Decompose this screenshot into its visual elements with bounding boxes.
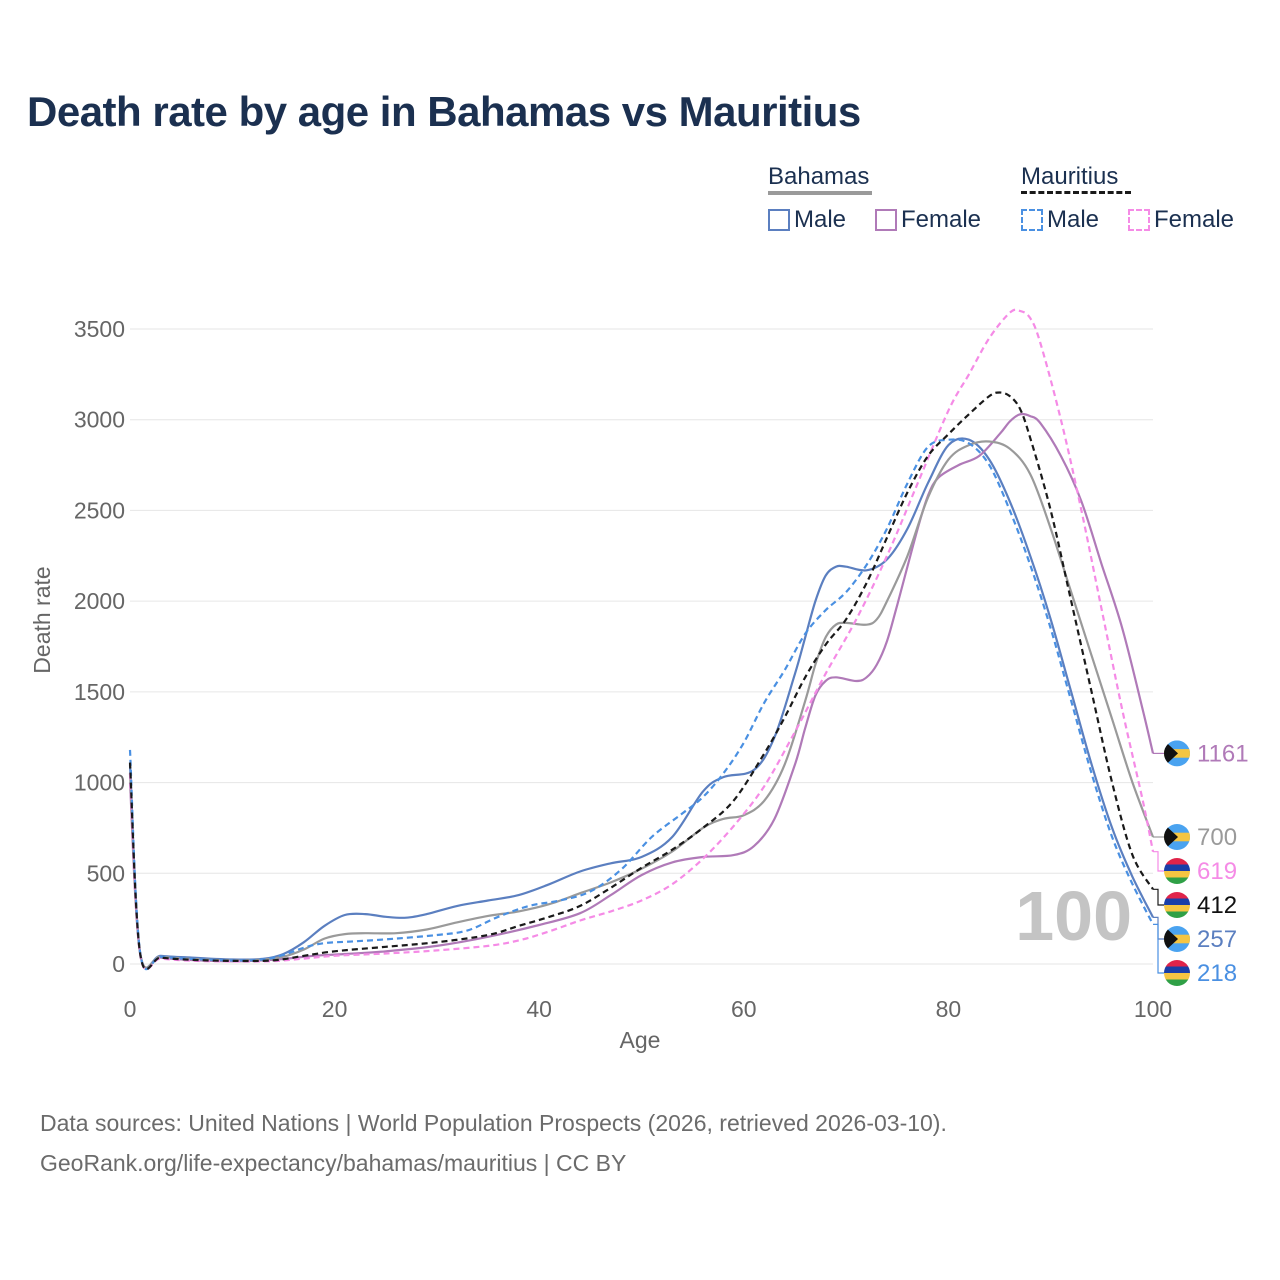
series-line-mauritius-male[interactable] — [128, 438, 1154, 971]
y-tick-label-2500: 2500 — [74, 497, 125, 523]
mauritius-flag-icon — [1164, 892, 1190, 918]
mauritius-flag-icon — [1164, 960, 1190, 986]
legend-bahamas-female[interactable]: Female — [875, 206, 981, 234]
legend-swatch-bahamas-female — [875, 209, 897, 231]
end-label-mauritius-female: 619 — [1197, 858, 1237, 885]
legend-mauritius-male[interactable]: Male — [1021, 206, 1099, 234]
y-tick-label-1500: 1500 — [74, 679, 125, 705]
bahamas-flag-icon — [1164, 740, 1190, 767]
flag-band-1 — [1164, 898, 1190, 906]
legend-mauritius-underline — [1021, 191, 1131, 194]
end-label-mauritius-male: 218 — [1197, 960, 1237, 987]
flag-band-3 — [1164, 979, 1190, 986]
flag-band-1 — [1164, 864, 1190, 872]
flag-triangle — [1164, 824, 1178, 850]
x-tick-label-40: 40 — [526, 996, 552, 1022]
x-tick-label-100: 100 — [1134, 996, 1172, 1022]
legend-mauritius-heading[interactable]: Mauritius — [1021, 163, 1131, 194]
current-age-watermark: 100 — [1015, 877, 1132, 955]
leader-line-mauritius-female — [1153, 851, 1164, 872]
series-line-bahamas-female[interactable] — [128, 412, 1155, 969]
flag-triangle — [1164, 926, 1178, 952]
legend-swatch-bahamas-male — [768, 209, 790, 231]
legend-mauritius-female[interactable]: Female — [1128, 206, 1234, 234]
footer-url[interactable]: GeoRank.org/life-expectancy/bahamas/maur… — [40, 1150, 627, 1176]
series-line-bahamas-male[interactable] — [128, 437, 1154, 969]
end-labels: 1161 700 619 412 257 218 — [1153, 740, 1249, 987]
y-axis-label: Death rate — [29, 566, 55, 673]
x-tick-label-60: 60 — [731, 996, 757, 1022]
x-tick-label-80: 80 — [936, 996, 962, 1022]
legend-swatch-mauritius-male — [1021, 209, 1043, 231]
x-axis-label: Age — [620, 1027, 661, 1053]
legend-bahamas-underline — [768, 191, 872, 195]
flag-band-0 — [1164, 960, 1190, 967]
flag-band-3 — [1164, 911, 1190, 918]
flag-band-0 — [1164, 892, 1190, 899]
legend-bahamas-heading[interactable]: Bahamas — [768, 163, 872, 195]
grid-lines — [130, 328, 1153, 965]
series-line-mauritius-total[interactable] — [128, 391, 1154, 971]
flag-triangle — [1164, 740, 1178, 767]
bahamas-flag-icon — [1164, 926, 1190, 952]
x-tick-label-20: 20 — [322, 996, 348, 1022]
end-label-bahamas-male: 257 — [1197, 926, 1237, 953]
y-tick-label-3000: 3000 — [74, 407, 125, 433]
footer-source: Data sources: United Nations | World Pop… — [40, 1110, 947, 1136]
axis-ticks: 0 500 1000 1500 2000 2500 3000 3500 0 20 40 60 80 100 — [74, 316, 1172, 1022]
y-tick-label-2000: 2000 — [74, 588, 125, 614]
series-line-bahamas-total[interactable] — [128, 440, 1155, 969]
y-tick-label-3500: 3500 — [74, 316, 125, 342]
legend-swatch-mauritius-female — [1128, 209, 1150, 231]
flag-band-1 — [1164, 966, 1190, 974]
legend-bahamas-male[interactable]: Male — [768, 206, 846, 234]
end-label-bahamas-female: 1161 — [1197, 740, 1249, 767]
flag-band-3 — [1164, 877, 1190, 884]
flag-band-2 — [1164, 905, 1190, 912]
chart-title: Death rate by age in Bahamas vs Mauritiu… — [27, 88, 861, 135]
mauritius-flag-icon — [1164, 858, 1190, 884]
flag-band-0 — [1164, 858, 1190, 865]
leader-line-mauritius-male — [1153, 923, 1164, 974]
x-tick-label-0: 0 — [124, 996, 137, 1022]
series-lines — [128, 308, 1155, 971]
flag-band-2 — [1164, 871, 1190, 878]
series-line-mauritius-female[interactable] — [128, 308, 1155, 971]
y-tick-label-1000: 1000 — [74, 770, 125, 796]
flag-band-2 — [1164, 973, 1190, 980]
end-label-bahamas-total: 700 — [1197, 824, 1237, 851]
bahamas-flag-icon — [1164, 824, 1190, 850]
end-label-mauritius-total: 412 — [1197, 892, 1237, 919]
y-tick-label-0: 0 — [112, 951, 125, 977]
leader-line-mauritius-total — [1153, 888, 1164, 906]
y-tick-label-500: 500 — [87, 860, 125, 886]
